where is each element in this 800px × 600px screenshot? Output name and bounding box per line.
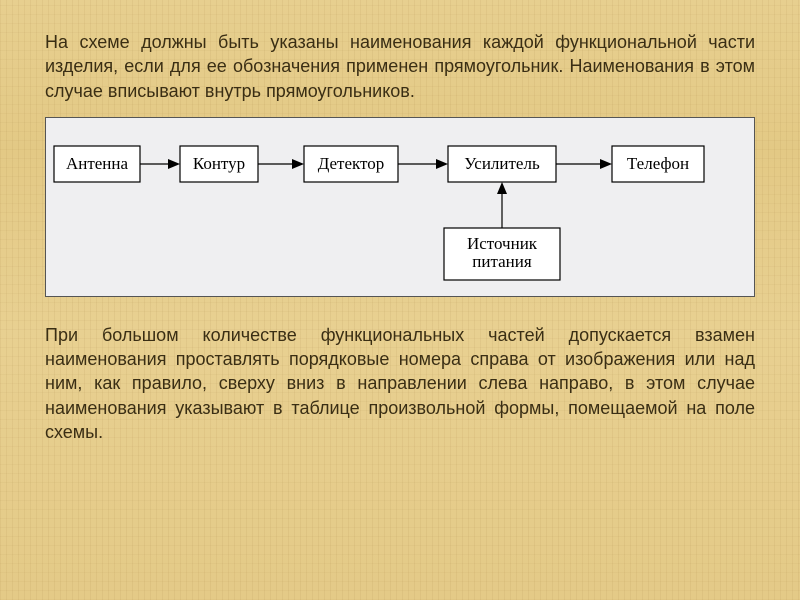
svg-text:Источник: Источник [467,234,538,253]
block-kontur: Контур [180,146,258,182]
block-phone: Телефон [612,146,704,182]
svg-text:Антенна: Антенна [66,154,129,173]
svg-text:Контур: Контур [193,154,245,173]
svg-text:питания: питания [472,252,532,271]
block-amp: Усилитель [448,146,556,182]
svg-text:Детектор: Детектор [318,154,385,173]
slide: На схеме должны быть указаны наименовани… [0,0,800,600]
bottom-paragraph: При большом количестве функциональных ча… [45,323,755,444]
block-antenna: Антенна [54,146,140,182]
diagram-svg: Антенна Контур Детектор Усилитель Телефон Ист… [46,118,754,296]
top-paragraph: На схеме должны быть указаны наименовани… [45,30,755,103]
block-power: Источникпитания [444,228,560,280]
block-diagram: Антенна Контур Детектор Усилитель Телефон Ист… [45,117,755,297]
block-detector: Детектор [304,146,398,182]
svg-text:Телефон: Телефон [627,154,689,173]
svg-text:Усилитель: Усилитель [464,154,540,173]
